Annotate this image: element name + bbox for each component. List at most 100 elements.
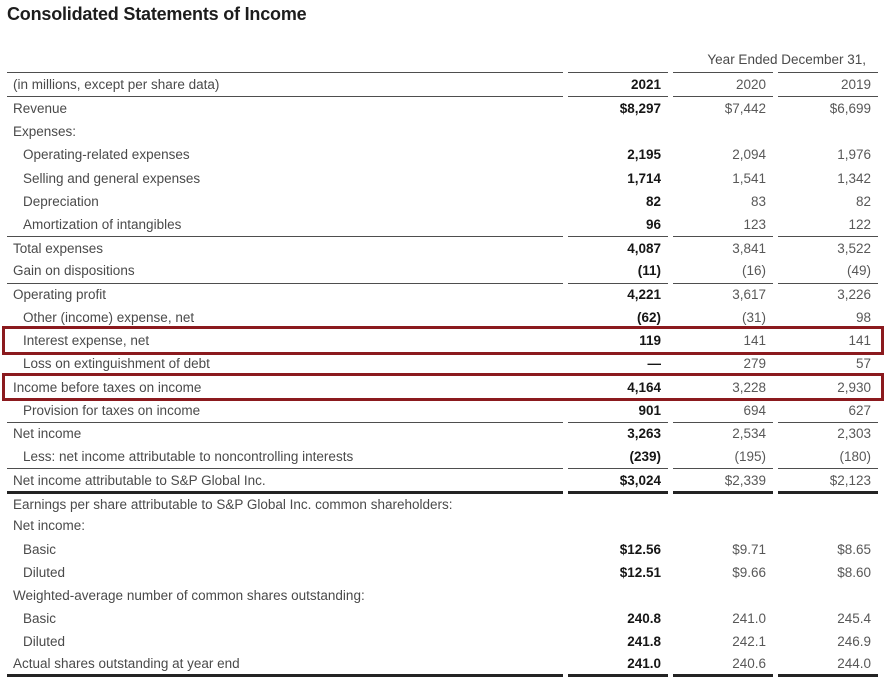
row-label: Interest expense, net — [23, 332, 150, 348]
table-row: Income before taxes on income 4,164 3,22… — [7, 375, 879, 398]
value-2020: (195) — [734, 448, 766, 464]
row-label: Net income — [7, 421, 563, 445]
value-2020: 241.0 — [732, 611, 766, 627]
income-statement-table: Year Ended December 31, (in millions, ex… — [2, 46, 883, 677]
value-2020 — [673, 584, 773, 607]
value-2019: (49) — [847, 263, 872, 279]
table-row: Provision for taxes on income 901 694 62… — [7, 398, 878, 421]
value-2020: 123 — [743, 217, 766, 233]
value-2019: $8.60 — [837, 564, 872, 580]
value-2021 — [568, 514, 668, 537]
table-row: Revenue $8,297 $7,442 $6,699 — [7, 97, 878, 120]
value-2020: (31) — [741, 309, 766, 325]
row-label: Selling and general expenses — [23, 170, 201, 186]
value-2021: 96 — [645, 217, 661, 233]
value-2020: 1,541 — [732, 170, 766, 186]
table-row: Basic 240.8 241.0 245.4 — [7, 607, 878, 630]
table-row: Weighted-average number of common shares… — [7, 584, 878, 607]
value-2020: (16) — [741, 263, 766, 279]
value-2020: 2,534 — [673, 421, 773, 445]
table-row: Net income: — [7, 514, 878, 537]
table-row: Earnings per share attributable to S&P G… — [7, 491, 879, 514]
value-2021 — [568, 120, 668, 143]
table-row: Diluted $12.51 $9.66 $8.60 — [7, 561, 878, 584]
period-header-row: Year Ended December 31, — [7, 46, 878, 72]
value-2019: 245.4 — [837, 611, 872, 627]
value-2019: 82 — [855, 193, 872, 209]
row-label: Net income attributable to S&P Global In… — [7, 468, 563, 491]
table-row: Net income attributable to S&P Global In… — [7, 468, 879, 491]
value-2020: 3,228 — [673, 375, 773, 398]
table-row: Interest expense, net 119 141 141 — [7, 329, 878, 352]
value-2020 — [673, 514, 773, 537]
col-header-2019: 2019 — [778, 72, 879, 97]
table-row: Amortization of intangibles 96 123 122 — [7, 213, 878, 236]
table-row: Diluted 241.8 242.1 246.9 — [7, 630, 878, 653]
table-row: Selling and general expenses 1,714 1,541… — [7, 167, 878, 190]
value-2020: 242.1 — [732, 634, 766, 650]
row-label: Diluted — [23, 564, 66, 580]
value-2021: 119 — [639, 332, 661, 348]
row-label: Operating profit — [7, 282, 563, 306]
value-2019: 122 — [848, 217, 872, 233]
value-2021: (62) — [636, 309, 661, 325]
value-2021: 2,195 — [627, 147, 661, 163]
value-2019 — [778, 491, 879, 514]
value-2020: 240.6 — [673, 654, 773, 677]
value-2021: (239) — [629, 448, 661, 464]
value-2019: 246.9 — [837, 634, 872, 650]
value-2019 — [778, 584, 878, 607]
value-2020: 279 — [743, 356, 766, 372]
table-row: Operating-related expenses 2,195 2,094 1… — [7, 143, 878, 166]
value-2021: 901 — [638, 402, 661, 418]
row-label: Less: net income attributable to noncont… — [23, 448, 354, 464]
value-2019: 3,226 — [778, 282, 879, 306]
value-2020: 694 — [743, 402, 766, 418]
row-label: Operating-related expenses — [23, 147, 190, 163]
table-row: Actual shares outstanding at year end 24… — [7, 654, 879, 677]
row-label: Total expenses — [7, 236, 563, 259]
value-2020: 3,617 — [673, 282, 773, 306]
value-2021: 240.8 — [627, 611, 661, 627]
table-row: Total expenses 4,087 3,841 3,522 — [7, 236, 879, 259]
value-2021: 4,087 — [568, 236, 668, 259]
value-2021: 3,263 — [568, 421, 668, 445]
value-2020 — [673, 120, 773, 143]
row-label: Gain on dispositions — [13, 263, 135, 279]
row-label: Net income: — [13, 518, 86, 534]
value-2021: $3,024 — [568, 468, 668, 491]
value-2019: (180) — [839, 448, 872, 464]
value-2021: 4,221 — [568, 282, 668, 306]
table-row: Net income 3,263 2,534 2,303 — [7, 421, 879, 445]
value-2021: $12.56 — [619, 541, 661, 557]
value-2019: 1,976 — [837, 147, 872, 163]
value-2019: 57 — [855, 356, 872, 372]
row-label: Weighted-average number of common shares… — [13, 588, 365, 604]
value-2021: 1,714 — [627, 170, 661, 186]
value-2019: 244.0 — [778, 654, 879, 677]
value-2021: 4,164 — [568, 375, 668, 398]
col-header-2021: 2021 — [568, 72, 668, 97]
value-2019: 2,303 — [778, 421, 879, 445]
value-2020: 83 — [750, 193, 766, 209]
units-note: (in millions, except per share data) — [7, 72, 563, 97]
row-label: Provision for taxes on income — [23, 402, 201, 418]
column-header-row: (in millions, except per share data) 202… — [7, 72, 879, 97]
row-label: Basic — [23, 541, 57, 557]
col-header-2020: 2020 — [673, 72, 773, 97]
row-label: Revenue — [13, 101, 68, 117]
value-2019: 1,342 — [837, 170, 872, 186]
page-title: Consolidated Statements of Income — [7, 4, 307, 24]
table-row: Less: net income attributable to noncont… — [7, 445, 878, 468]
value-2021: 241.0 — [568, 654, 668, 677]
table-row: Depreciation 82 83 82 — [7, 190, 878, 213]
table-row: Loss on extinguishment of debt — 279 57 — [7, 352, 878, 375]
row-label: Basic — [23, 611, 57, 627]
income-table-body: Revenue $8,297 $7,442 $6,699 Expenses: O… — [7, 97, 879, 677]
value-2019 — [778, 514, 878, 537]
value-2020: $9.71 — [732, 541, 766, 557]
value-2020: $9.66 — [732, 564, 766, 580]
row-label: Amortization of intangibles — [23, 217, 182, 233]
row-label: Expenses: — [13, 124, 77, 140]
